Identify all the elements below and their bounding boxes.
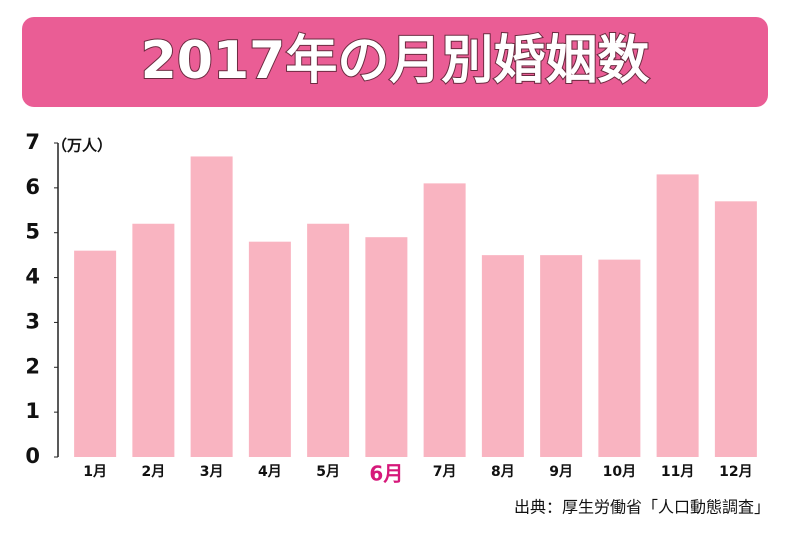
x-tick-label: 8月 <box>491 464 515 480</box>
y-tick-label: 6 <box>25 175 40 199</box>
unit-label: （万人） <box>52 137 112 155</box>
y-tick-label: 1 <box>25 399 40 423</box>
title-banner <box>22 17 768 107</box>
bar <box>190 156 233 457</box>
bar <box>74 250 117 457</box>
x-tick-label: 10月 <box>603 464 636 480</box>
bar <box>423 183 466 457</box>
x-tick-label: 9月 <box>549 464 573 480</box>
x-tick-label: 7月 <box>433 464 457 480</box>
x-tick-label: 12月 <box>719 464 752 480</box>
bar <box>307 223 350 457</box>
bar <box>248 241 291 457</box>
x-tick-label: 1月 <box>83 464 107 480</box>
x-tick-label: 2月 <box>142 464 166 480</box>
bar <box>481 255 524 457</box>
y-tick-label: 4 <box>25 265 40 289</box>
bar <box>598 259 641 457</box>
y-tick-label: 2 <box>25 354 40 378</box>
x-tick-label: 11月 <box>661 464 694 480</box>
y-tick-label: 0 <box>25 444 40 468</box>
x-tick-label: 3月 <box>200 464 224 480</box>
bar <box>365 237 408 457</box>
y-tick-label: 3 <box>25 309 40 333</box>
bar <box>540 255 583 457</box>
bar <box>132 223 175 457</box>
bar <box>714 201 757 457</box>
x-tick-label: 4月 <box>258 464 282 480</box>
y-tick-label: 5 <box>25 220 40 244</box>
x-tick-label: 6月 <box>369 462 403 486</box>
chart-title: 2017年の月別婚姻数 <box>141 31 650 91</box>
bar <box>656 174 699 457</box>
y-tick-label: 7 <box>25 130 40 154</box>
source: 出典：厚生労働省「人口動態調査」 <box>514 498 770 517</box>
x-tick-label: 5月 <box>316 464 340 480</box>
